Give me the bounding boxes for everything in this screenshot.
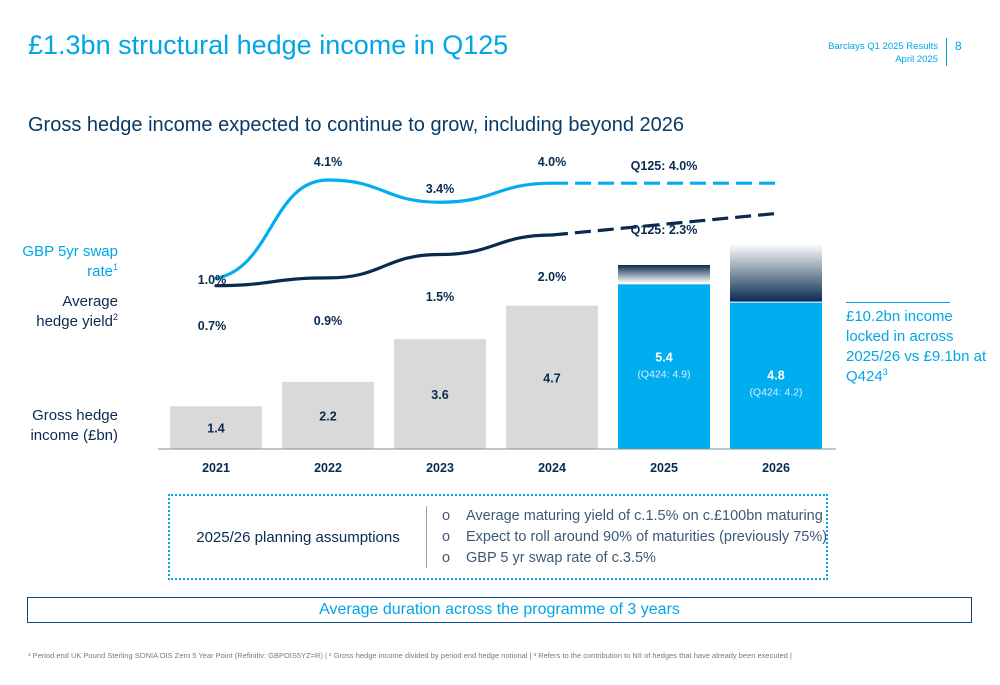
x-tick-label: 2023 — [426, 461, 454, 475]
planning-assumptions-box: 2025/26 planning assumptions o Average ma… — [168, 494, 828, 580]
assumption-text: GBP 5 yr swap rate of c.3.5% — [466, 550, 656, 566]
bar-value-label: 4.8 — [767, 369, 784, 383]
assumptions-divider — [426, 506, 427, 568]
assumption-text: Expect to roll around 90% of maturities … — [466, 529, 828, 545]
bar-2022 — [282, 381, 374, 449]
page-title: £1.3bn structural hedge income in Q125 — [28, 30, 509, 60]
hedge-yield-forecast-line — [551, 211, 779, 237]
bullet-icon: o — [442, 550, 451, 566]
duration-banner: Average duration across the programme of… — [27, 597, 972, 623]
bullet-icon: o — [442, 529, 451, 545]
hedge-yield-label: Average hedge yield2 — [36, 293, 118, 330]
assumption-text: Average maturing yield of c.1.5% on c.£1… — [466, 508, 823, 524]
assumptions-label: 2025/26 planning assumptions — [196, 528, 400, 546]
bar-value-label: 2.2 — [319, 409, 336, 423]
locked-divider — [846, 302, 950, 303]
bar-2025 — [618, 284, 710, 449]
report-date: April 2025 — [895, 54, 938, 65]
x-tick-label: 2022 — [314, 461, 342, 475]
swap-rate-forecast-label: Q125: 4.0% — [631, 159, 698, 173]
bar-prior-label: (Q424: 4.9) — [637, 368, 690, 380]
swap-rate-label: 3.4% — [426, 182, 455, 196]
swap-rate-label: GBP 5yr swap rate1 — [22, 243, 118, 280]
bar-value-label: 5.4 — [655, 350, 672, 364]
bar-2024 — [506, 305, 598, 449]
assumptions-list: o Average maturing yield of c.1.5% on c.£… — [442, 506, 827, 569]
swap-rate-line — [214, 178, 554, 280]
swap-rate-label: 4.0% — [538, 155, 567, 169]
hedge-yield-label: 0.9% — [314, 314, 343, 328]
income-label: Gross hedge income (£bn) — [30, 407, 118, 444]
x-tick-label: 2026 — [762, 461, 790, 475]
hedge-yield-label: 1.5% — [426, 290, 455, 304]
x-tick-label: 2021 — [202, 461, 230, 475]
bar-2023 — [394, 339, 486, 449]
chart-subtitle: Gross hedge income expected to continue … — [28, 114, 684, 136]
bar-extension-2025 — [618, 265, 710, 284]
bullet-icon: o — [442, 508, 451, 524]
hedge-yield-line — [214, 233, 554, 288]
assumption-item: o Average maturing yield of c.1.5% on c.£… — [442, 506, 827, 527]
assumption-item: o GBP 5 yr swap rate of c.3.5% — [442, 548, 827, 569]
locked-income-note: £10.2bn income locked in across 2025/26 … — [846, 308, 987, 385]
report-name: Barclays Q1 2025 Results — [828, 41, 938, 52]
header-divider — [946, 38, 947, 66]
bar-value-label: 1.4 — [207, 422, 224, 436]
bar-extension-2026 — [730, 243, 822, 302]
bar-value-label: 4.7 — [543, 371, 560, 385]
bar-prior-label: (Q424: 4.2) — [749, 387, 802, 399]
hedge-yield-label: 2.0% — [538, 270, 567, 284]
report-info: Barclays Q1 2025 Results April 2025 — [828, 40, 938, 66]
bar-2021 — [170, 406, 262, 449]
footnotes: ¹ Period end UK Pound Sterling SONIA OIS… — [28, 651, 792, 660]
swap-rate-label: 4.1% — [314, 155, 343, 169]
x-tick-label: 2024 — [538, 461, 566, 475]
bar-2026 — [730, 302, 822, 449]
hedge-yield-forecast-label: Q125: 2.3% — [631, 223, 698, 237]
swap-rate-label: 1.0% — [198, 273, 227, 287]
assumption-item: o Expect to roll around 90% of maturities… — [442, 527, 827, 548]
page-number: 8 — [955, 39, 962, 53]
x-tick-label: 2025 — [650, 461, 678, 475]
bar-value-label: 3.6 — [431, 388, 448, 402]
hedge-yield-label: 0.7% — [198, 319, 227, 333]
